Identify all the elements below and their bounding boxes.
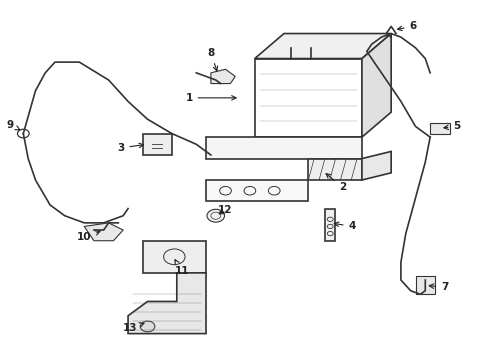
Polygon shape bbox=[362, 152, 391, 180]
Text: 5: 5 bbox=[444, 121, 461, 131]
Polygon shape bbox=[416, 276, 435, 294]
Text: 1: 1 bbox=[185, 93, 236, 103]
Text: 11: 11 bbox=[174, 260, 189, 276]
Polygon shape bbox=[84, 223, 123, 241]
Text: 8: 8 bbox=[207, 48, 218, 71]
Circle shape bbox=[140, 321, 155, 332]
Polygon shape bbox=[206, 180, 308, 202]
Text: 2: 2 bbox=[326, 174, 346, 192]
Text: 10: 10 bbox=[77, 231, 100, 242]
Polygon shape bbox=[143, 241, 206, 273]
Polygon shape bbox=[325, 208, 335, 241]
Circle shape bbox=[207, 209, 224, 222]
Polygon shape bbox=[206, 137, 362, 158]
Text: 7: 7 bbox=[429, 282, 448, 292]
Polygon shape bbox=[143, 134, 172, 155]
Polygon shape bbox=[362, 33, 391, 137]
Text: 6: 6 bbox=[397, 21, 416, 31]
Polygon shape bbox=[211, 69, 235, 84]
Polygon shape bbox=[128, 273, 206, 334]
Polygon shape bbox=[308, 158, 362, 180]
Text: 13: 13 bbox=[123, 323, 144, 333]
Polygon shape bbox=[255, 33, 391, 59]
Text: 4: 4 bbox=[334, 221, 356, 231]
Polygon shape bbox=[430, 123, 450, 134]
Text: 9: 9 bbox=[6, 120, 20, 130]
Text: 3: 3 bbox=[117, 143, 144, 153]
Text: 12: 12 bbox=[218, 205, 233, 215]
